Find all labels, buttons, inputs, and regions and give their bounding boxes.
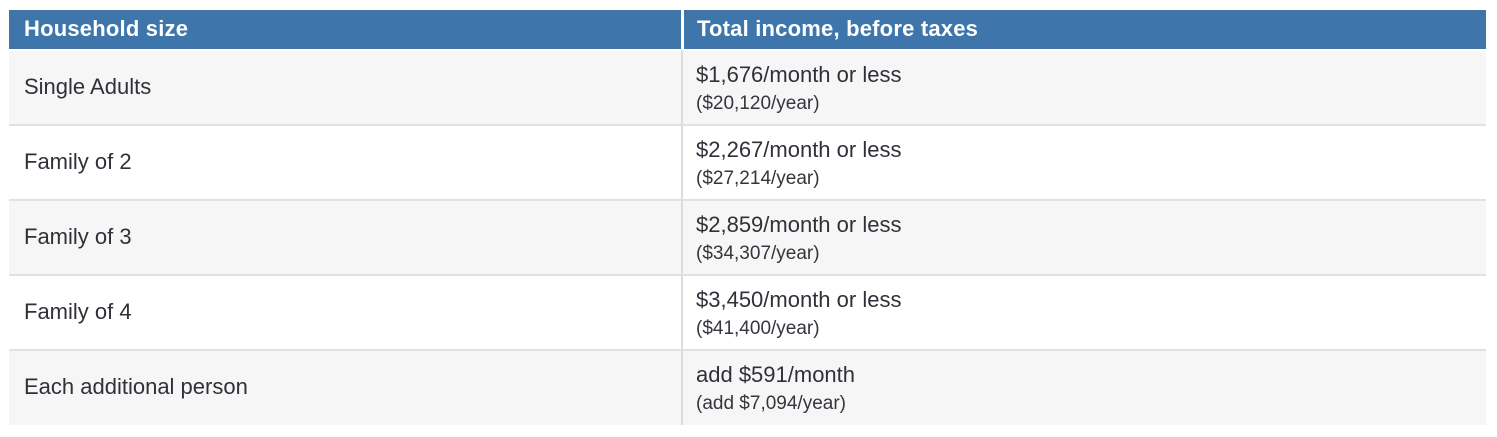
- household-size-cell: Each additional person: [9, 349, 681, 425]
- income-cell: $2,267/month or less ($27,214/year): [681, 124, 1486, 200]
- income-cell: $3,450/month or less ($41,400/year): [681, 274, 1486, 350]
- income-limits-table: Household size Total income, before taxe…: [9, 10, 1486, 425]
- monthly-income: $2,859/month or less: [696, 212, 902, 238]
- monthly-income: add $591/month: [696, 362, 856, 388]
- income-cell: $2,859/month or less ($34,307/year): [681, 199, 1486, 275]
- table-row: Family of 2 $2,267/month or less ($27,21…: [9, 124, 1486, 200]
- table-row: Family of 3 $2,859/month or less ($34,30…: [9, 199, 1486, 275]
- table-row: Single Adults $1,676/month or less ($20,…: [9, 49, 1486, 125]
- yearly-income: ($34,307/year): [696, 243, 820, 265]
- table-row: Each additional person add $591/month (a…: [9, 349, 1486, 425]
- yearly-income: ($20,120/year): [696, 93, 820, 115]
- monthly-income: $1,676/month or less: [696, 62, 902, 87]
- household-size-cell: Family of 3: [9, 199, 681, 275]
- table-header: Household size Total income, before taxe…: [9, 10, 1486, 49]
- income-cell: add $591/month (add $7,094/year): [681, 349, 1486, 425]
- yearly-income: ($41,400/year): [696, 318, 820, 340]
- monthly-income: $3,450/month or less: [696, 287, 902, 313]
- household-size-cell: Single Adults: [9, 49, 681, 125]
- table-body: Single Adults $1,676/month or less ($20,…: [9, 49, 1486, 425]
- header-total-income: Total income, before taxes: [681, 10, 1486, 49]
- household-size-cell: Family of 4: [9, 274, 681, 350]
- monthly-income: $2,267/month or less: [696, 137, 902, 163]
- income-cell: $1,676/month or less ($20,120/year): [681, 49, 1486, 125]
- yearly-income: ($27,214/year): [696, 168, 820, 190]
- table-row: Family of 4 $3,450/month or less ($41,40…: [9, 274, 1486, 350]
- header-household-size: Household size: [9, 10, 681, 49]
- yearly-income: (add $7,094/year): [696, 393, 846, 415]
- household-size-cell: Family of 2: [9, 124, 681, 200]
- header-row: Household size Total income, before taxe…: [9, 10, 1486, 49]
